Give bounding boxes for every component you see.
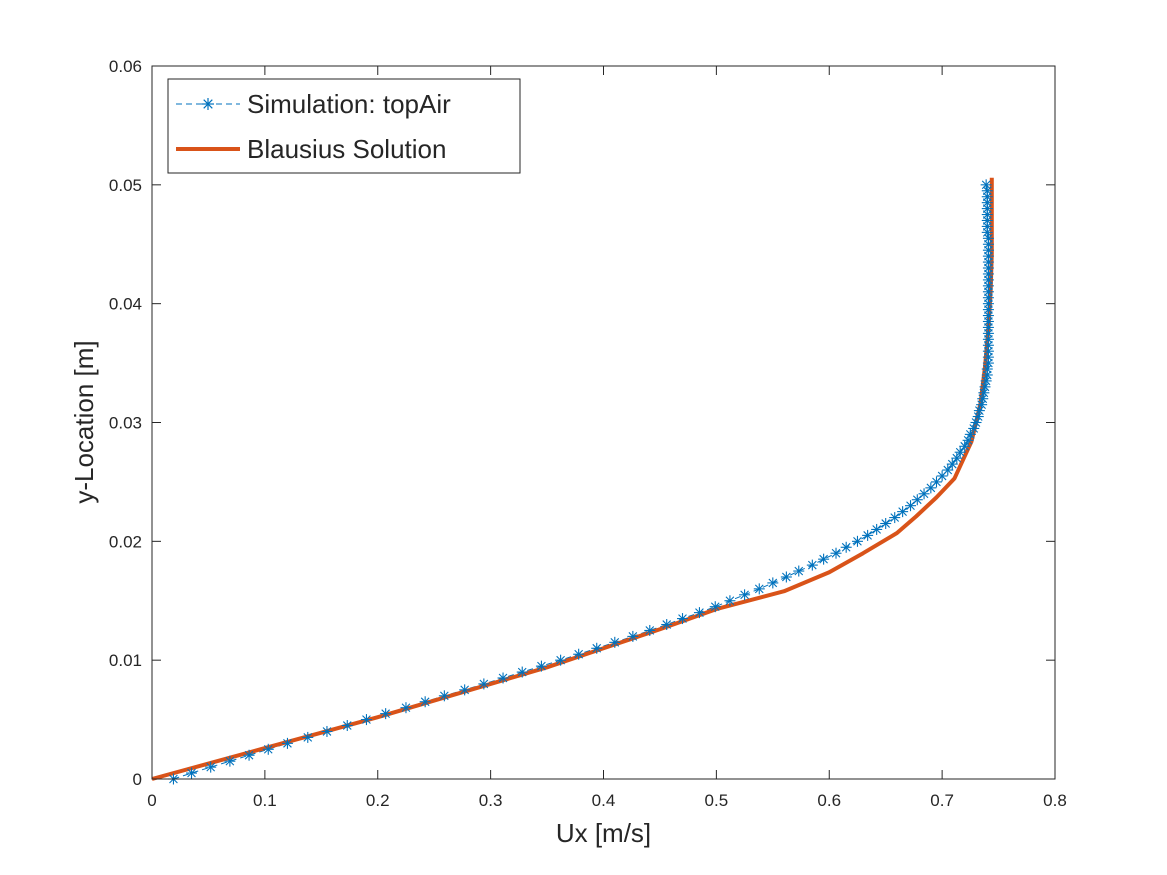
x-axis-label: Ux [m/s] — [556, 818, 651, 848]
asterisk-marker-icon — [202, 98, 214, 110]
data-point-simulation — [954, 446, 966, 458]
data-point-simulation — [871, 523, 883, 535]
data-point-simulation — [243, 749, 255, 761]
data-point-simulation — [964, 428, 976, 440]
data-point-simulation — [880, 518, 892, 530]
x-tick-label: 0 — [147, 791, 156, 810]
x-tick-label: 0.2 — [366, 791, 390, 810]
data-point-simulation — [497, 672, 509, 684]
y-tick-label: 0 — [133, 770, 142, 789]
data-point-simulation — [609, 636, 621, 648]
legend-label-blausius: Blausius Solution — [247, 134, 446, 164]
data-point-simulation — [793, 565, 805, 577]
data-point-simulation — [980, 179, 992, 191]
x-tick-label: 0.1 — [253, 791, 277, 810]
x-tick-label: 0.6 — [817, 791, 841, 810]
data-point-simulation — [946, 458, 958, 470]
data-point-simulation — [806, 559, 818, 571]
data-point-simulation — [459, 684, 471, 696]
data-point-simulation — [341, 720, 353, 732]
data-point-simulation — [959, 440, 971, 452]
data-point-simulation — [438, 690, 450, 702]
data-point-simulation — [905, 500, 917, 512]
data-point-simulation — [889, 512, 901, 524]
data-point-simulation — [400, 702, 412, 714]
data-point-simulation — [555, 654, 567, 666]
data-point-simulation — [918, 488, 930, 500]
y-tick-label: 0.05 — [109, 176, 142, 195]
data-point-simulation — [262, 743, 274, 755]
data-point-simulation — [862, 529, 874, 541]
data-point-simulation — [840, 541, 852, 553]
data-point-simulation — [897, 506, 909, 518]
data-point-simulation — [644, 624, 656, 636]
series-layer — [151, 177, 994, 785]
data-point-simulation — [780, 571, 792, 583]
y-tick-label: 0.03 — [109, 414, 142, 433]
legend-entry-simulation: Simulation: topAir — [176, 89, 451, 119]
data-point-simulation — [925, 482, 937, 494]
y-tick-label: 0.04 — [109, 295, 142, 314]
data-point-simulation — [573, 648, 585, 660]
y-tick-label: 0.02 — [109, 532, 142, 551]
y-axis-label: y-Location [m] — [69, 340, 99, 503]
data-point-simulation — [186, 767, 198, 779]
data-point-simulation — [516, 666, 528, 678]
data-point-simulation — [224, 755, 236, 767]
legend-entry-blausius: Blausius Solution — [176, 134, 446, 164]
data-point-simulation — [830, 547, 842, 559]
data-point-simulation — [591, 642, 603, 654]
data-point-simulation — [767, 577, 779, 589]
data-point-simulation — [281, 737, 293, 749]
data-point-simulation — [818, 553, 830, 565]
data-point-simulation — [360, 714, 372, 726]
y-tick-label: 0.01 — [109, 651, 142, 670]
y-tick-label: 0.06 — [109, 57, 142, 76]
x-tick-label: 0.4 — [592, 791, 616, 810]
x-tick-label: 0.7 — [930, 791, 954, 810]
data-point-simulation — [627, 630, 639, 642]
data-point-simulation — [951, 452, 963, 464]
data-point-simulation — [851, 535, 863, 547]
data-point-simulation — [911, 494, 923, 506]
data-point-simulation — [693, 607, 705, 619]
data-point-simulation — [942, 464, 954, 476]
legend: Simulation: topAir Blausius Solution — [167, 78, 521, 174]
data-point-simulation — [661, 619, 673, 631]
data-point-simulation — [535, 660, 547, 672]
axes: 0 0.1 0.2 0.3 0.4 0.5 0.6 0.7 0.8 0 0.01 0.02 0.03 0.… — [109, 57, 1067, 810]
data-point-simulation — [478, 678, 490, 690]
legend-label-simulation: Simulation: topAir — [247, 89, 451, 119]
legend-box — [167, 78, 521, 174]
x-tick-label: 0.5 — [705, 791, 729, 810]
data-point-simulation — [419, 696, 431, 708]
data-point-simulation — [709, 601, 721, 613]
data-point-simulation — [380, 708, 392, 720]
data-point-simulation — [321, 725, 333, 737]
x-tick-label: 0.3 — [479, 791, 503, 810]
ticks-layer: 0 0.1 0.2 0.3 0.4 0.5 0.6 0.7 0.8 0 0.01 0.02 0.03 0.… — [109, 57, 1067, 810]
data-point-simulation — [739, 589, 751, 601]
x-tick-label: 0.8 — [1043, 791, 1067, 810]
data-point-simulation — [982, 357, 994, 369]
data-point-simulation — [302, 731, 314, 743]
axes-box — [151, 65, 1056, 780]
data-point-simulation — [205, 761, 217, 773]
data-point-simulation — [753, 583, 765, 595]
data-point-simulation — [724, 595, 736, 607]
plot-area — [152, 66, 1055, 779]
data-point-simulation — [677, 613, 689, 625]
